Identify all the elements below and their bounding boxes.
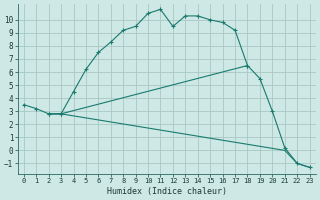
X-axis label: Humidex (Indice chaleur): Humidex (Indice chaleur): [107, 187, 227, 196]
